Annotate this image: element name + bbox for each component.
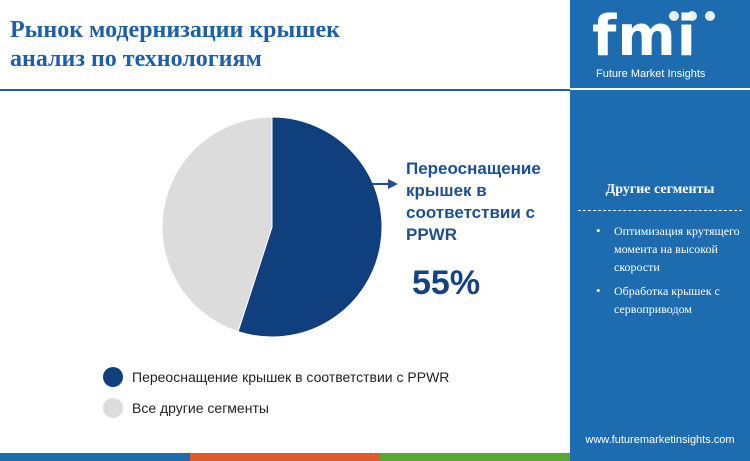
page-title: Рынок модернизации крышек анализ по техн… <box>10 16 550 74</box>
bottom-bar-segment <box>570 453 750 461</box>
page-title-line-1: Рынок модернизации крышек <box>10 17 340 43</box>
list-item: Обработка крышек с сервоприводом <box>594 282 744 318</box>
other-segments-title: Другие сегменты <box>605 182 715 197</box>
callout-label: Переоснащение крышек в соответствии с PP… <box>406 159 541 244</box>
logo-caption: Future Market Insights <box>596 68 706 80</box>
callout-arrow <box>372 179 398 189</box>
callout-value: 55% <box>412 264 481 302</box>
bottom-bar-segment <box>380 453 570 461</box>
globe-icon <box>669 11 715 21</box>
pie-slices <box>161 116 383 338</box>
side-panel: fmi Future Market Insights Другие сегмен… <box>570 0 750 453</box>
bottom-color-bar <box>0 453 750 461</box>
chart-legend: Переоснащение крышек в соответствии с PP… <box>103 366 449 428</box>
bottom-bar-segment <box>190 453 380 461</box>
panel-divider <box>570 88 750 90</box>
other-segments-divider <box>578 210 742 211</box>
website-url: www.futuremarketinsights.com <box>585 434 735 446</box>
page-title-line-2: анализ по технологиям <box>10 46 262 72</box>
legend-label-other: Все другие сегменты <box>132 400 269 416</box>
legend-item-other: Все другие сегменты <box>103 397 449 419</box>
fmi-logo: fmi Future Market Insights <box>570 6 750 84</box>
other-segments-list: Оптимизация крутящего момента на высокой… <box>594 222 744 324</box>
legend-swatch-other <box>103 398 123 418</box>
legend-label-ppwr: Переоснащение крышек в соответствии с PP… <box>132 369 450 385</box>
legend-swatch-ppwr <box>103 367 123 387</box>
title-divider <box>0 89 570 91</box>
bottom-bar-segment <box>0 453 190 461</box>
pie-slice-ppwr <box>237 116 383 338</box>
pie-chart <box>161 116 398 338</box>
list-item: Оптимизация крутящего момента на высокой… <box>594 222 744 276</box>
legend-item-ppwr: Переоснащение крышек в соответствии с PP… <box>103 366 449 388</box>
logo-letters: fmi <box>592 4 697 69</box>
pie-slice-other <box>161 116 273 333</box>
